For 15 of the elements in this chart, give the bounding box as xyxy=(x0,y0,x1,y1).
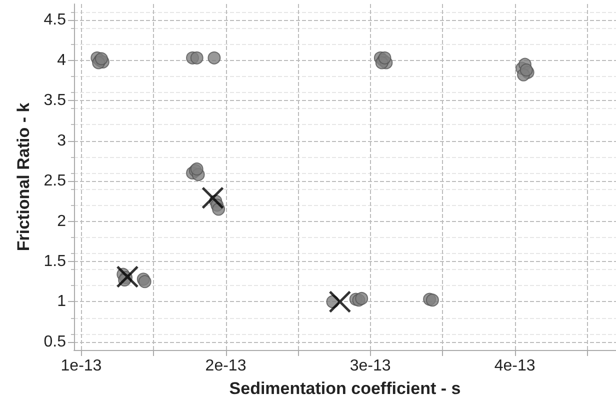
y-tick-label: 3 xyxy=(57,132,66,150)
y-tick-label: 1 xyxy=(57,293,66,310)
x-axis-title: Sedimentation coefficient - s xyxy=(229,379,461,398)
y-tick-label: 1.5 xyxy=(44,252,66,270)
x-tick-label: 1e-13 xyxy=(60,358,102,374)
y-axis-title: Frictional Ratio - k xyxy=(14,102,33,252)
y-tick-label: 4 xyxy=(57,52,66,69)
y-tick-label: 3.5 xyxy=(44,92,66,110)
x-tick-label: 2e-13 xyxy=(205,358,246,374)
x-tick-label: 4e-13 xyxy=(494,358,536,374)
y-tick-label: 0.5 xyxy=(44,333,66,350)
y-tick-label: 2.5 xyxy=(44,172,66,190)
y-tick-label: 2 xyxy=(57,212,66,230)
y-tick-label: 4.5 xyxy=(44,12,66,29)
x-tick-label: 3e-13 xyxy=(350,358,391,374)
